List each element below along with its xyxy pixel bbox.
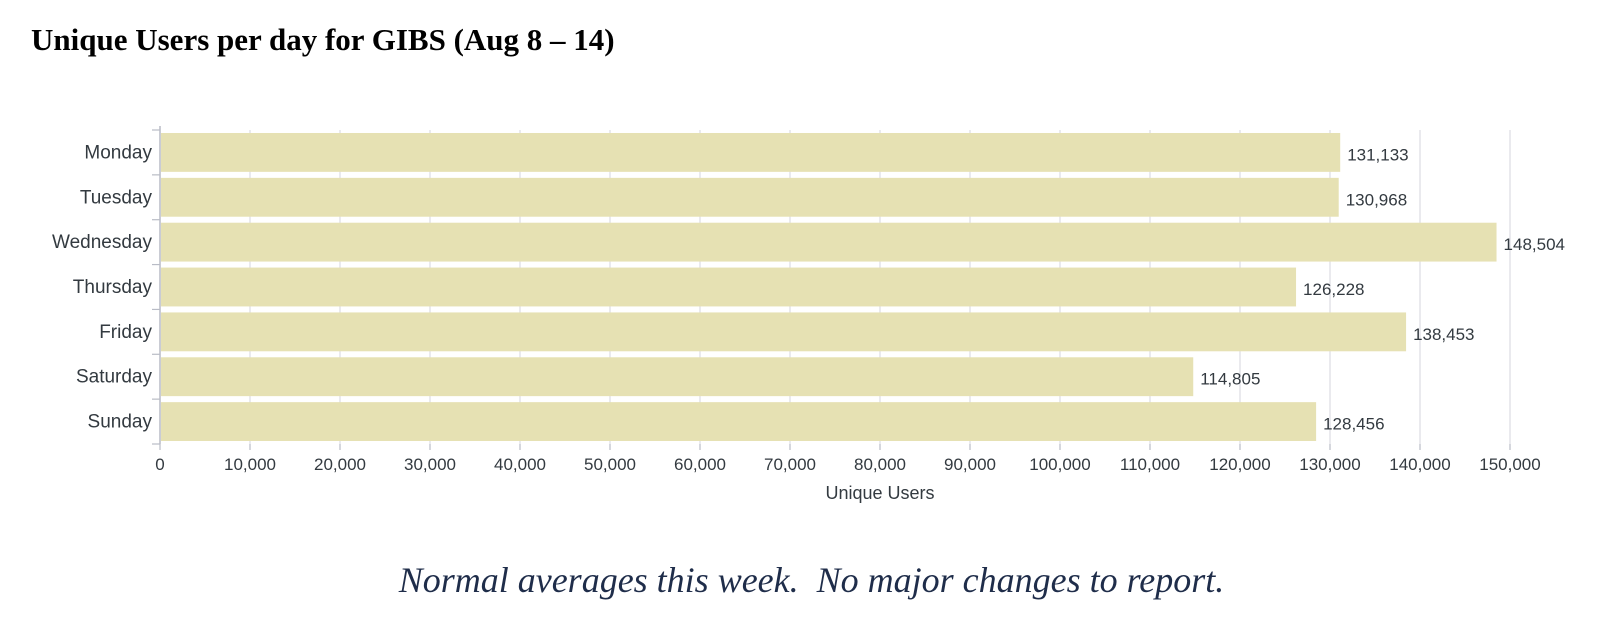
bar-tuesday [161,177,1339,217]
x-tick-label: 100,000 [1029,455,1090,474]
data-label: 128,456 [1323,415,1384,434]
data-label: 138,453 [1413,325,1474,344]
x-tick-label: 90,000 [944,455,996,474]
bar-monday [161,133,1341,172]
category-label: Thursday [73,277,153,298]
data-label: 130,968 [1346,190,1407,209]
bars [161,133,1497,441]
labels: 0 10,000 20,000 30,000 40,000 50,000 60,000 70,… [52,142,1565,474]
x-tick-label: 40,000 [494,455,546,474]
data-label: 131,133 [1347,145,1408,164]
x-tick-label: 150,000 [1479,455,1540,474]
x-axis-title: Unique Users [825,483,934,503]
x-tick-label: 120,000 [1209,455,1270,474]
bar-sunday [161,402,1317,441]
x-tick-label: 80,000 [854,455,906,474]
category-label: Wednesday [52,232,152,253]
x-tick-label: 140,000 [1389,455,1450,474]
category-label: Tuesday [80,187,153,208]
x-tick-label: 10,000 [224,455,276,474]
category-label: Saturday [76,367,153,388]
x-tick-label: 0 [155,455,164,474]
axes [152,126,1511,450]
x-tick-label: 130,000 [1299,455,1360,474]
x-tick-label: 30,000 [404,455,456,474]
data-label: 126,228 [1303,280,1364,299]
category-label: Friday [99,322,152,343]
x-tick-label: 110,000 [1120,455,1180,474]
x-tick-label: 20,000 [314,455,366,474]
bar-friday [161,312,1407,352]
footnote: Normal averages this week. No major chan… [398,560,1225,600]
x-tick-label: 70,000 [764,455,816,474]
bar-saturday [161,357,1194,397]
category-label: Monday [84,142,152,163]
data-label: 114,805 [1200,370,1260,389]
category-label: Sunday [88,412,153,433]
bar-wednesday [161,222,1497,262]
bar-thursday [161,267,1297,307]
data-label: 148,504 [1504,235,1565,254]
x-tick-label: 50,000 [584,455,636,474]
x-tick-label: 60,000 [674,455,726,474]
page-title: Unique Users per day for GIBS (Aug 8 – 1… [31,22,615,57]
